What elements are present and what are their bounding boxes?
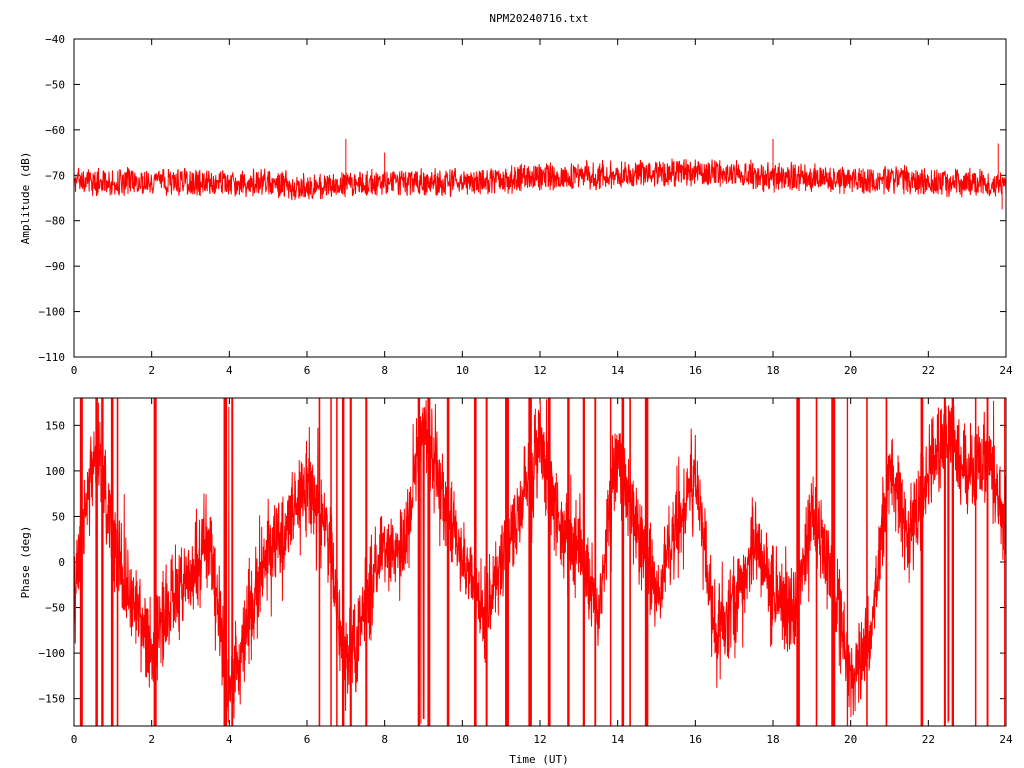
amplitude-y-tick-label: −40 (45, 33, 65, 46)
phase-wrap-bar (336, 398, 338, 726)
phase-wrap-bar (446, 398, 450, 726)
amplitude-x-tick-label: 10 (456, 364, 469, 377)
phase-wrap-bar (79, 398, 83, 726)
phase-series (74, 398, 1006, 726)
phase-x-tick-label: 14 (611, 733, 625, 746)
phase-x-tick-label: 0 (71, 733, 78, 746)
phase-wrap-bar (815, 398, 818, 726)
phase-wrap-bar (485, 398, 488, 726)
phase-wrap-bar (153, 398, 157, 726)
phase-wrap-bar (330, 398, 332, 726)
phase-wrap-bar (365, 398, 368, 726)
phase-y-tick-label: −150 (39, 693, 66, 706)
phase-x-tick-label: 12 (533, 733, 546, 746)
phase-line (74, 399, 1006, 724)
amplitude-x-tick-label: 6 (304, 364, 311, 377)
phase-wrap-bar (101, 398, 104, 726)
phase-wrap-bar (349, 398, 352, 726)
phase-x-tick-label: 22 (922, 733, 935, 746)
phase-wrap-bar (318, 398, 321, 726)
phase-x-tick-label: 20 (844, 733, 857, 746)
phase-wrap-bar (594, 398, 597, 726)
phase-wrap-bar (831, 398, 836, 726)
amplitude-y-tick-label: −110 (39, 351, 66, 364)
phase-y-tick-label: 50 (52, 510, 65, 523)
phase-y-tick-label: −50 (45, 602, 65, 615)
phase-wrap-bar (644, 398, 649, 726)
phase-wrap-bar (427, 398, 431, 726)
amplitude-line (73, 158, 1007, 201)
phase-wrap-bar (116, 398, 119, 726)
phase-x-tick-label: 8 (381, 733, 388, 746)
phase-wrap-bar (986, 398, 989, 726)
phase-x-tick-label: 24 (999, 733, 1013, 746)
phase-wrap-bar (943, 398, 946, 726)
phase-wrap-bar (866, 398, 868, 726)
phase-wrap-bar (629, 398, 631, 726)
amplitude-x-tick-label: 4 (226, 364, 233, 377)
phase-y-tick-label: 0 (58, 556, 65, 569)
amplitude-x-tick-label: 14 (611, 364, 625, 377)
amplitude-y-tick-label: −60 (45, 124, 65, 137)
phase-wrap-bar (885, 398, 888, 726)
phase-wrap-bar (1004, 398, 1006, 726)
phase-wrap-bar (223, 398, 228, 726)
phase-wrap-bar (582, 398, 585, 726)
phase-wrap-bar (528, 398, 532, 726)
phase-wrap-bar (920, 398, 924, 726)
phase-wrap-bar (547, 398, 551, 726)
amplitude-x-tick-label: 18 (766, 364, 779, 377)
amplitude-y-axis-label: Amplitude (dB) (19, 152, 32, 245)
amplitude-x-tick-label: 24 (999, 364, 1013, 377)
amplitude-y-tick-label: −90 (45, 260, 65, 273)
phase-x-tick-label: 2 (148, 733, 155, 746)
amplitude-y-tick-label: −50 (45, 78, 65, 91)
phase-wrap-bar (567, 398, 570, 726)
amplitude-x-tick-label: 20 (844, 364, 857, 377)
phase-wrap-bar (609, 398, 612, 726)
phase-x-tick-label: 18 (766, 733, 779, 746)
phase-wrap-bar (505, 398, 509, 726)
phase-wrap-bar (231, 398, 234, 726)
phase-x-tick-label: 4 (226, 733, 233, 746)
phase-wrap-bar (796, 398, 800, 726)
amplitude-y-tick-label: −80 (45, 215, 65, 228)
phase-x-tick-label: 10 (456, 733, 469, 746)
phase-wrap-bar (110, 398, 114, 726)
phase-y-tick-label: −100 (39, 647, 66, 660)
phase-y-tick-label: 100 (45, 465, 65, 478)
chart-title: NPM20240716.txt (489, 12, 588, 25)
amplitude-x-tick-label: 8 (381, 364, 388, 377)
phase-wrap-bar (225, 398, 227, 726)
amplitude-y-tick-label: −70 (45, 169, 65, 182)
phase-wrap-bar (621, 398, 625, 726)
amplitude-x-tick-label: 22 (922, 364, 935, 377)
amplitude-x-tick-label: 16 (689, 364, 702, 377)
amplitude-plot-frame (73, 38, 1007, 358)
phase-wrap-bar (846, 398, 849, 726)
phase-wrap-bar (95, 398, 98, 726)
phase-wrap-bar (417, 398, 421, 726)
phase-x-tick-label: 16 (689, 733, 702, 746)
amplitude-y-tick-label: −100 (39, 306, 66, 319)
amplitude-x-tick-label: 12 (533, 364, 546, 377)
phase-wrap-bar (341, 398, 345, 726)
phase-plot-frame (73, 397, 1007, 727)
amplitude-series (73, 138, 1007, 210)
phase-x-axis-label: Time (UT) (509, 753, 569, 766)
phase-y-axis-label: Phase (deg) (19, 526, 32, 599)
amplitude-x-tick-label: 0 (71, 364, 78, 377)
phase-wrap-bar (974, 398, 977, 726)
phase-wrap-bar (473, 398, 477, 726)
phase-y-tick-label: 150 (45, 419, 65, 432)
phase-x-tick-label: 6 (304, 733, 311, 746)
phase-wrap-bar (951, 398, 954, 726)
amplitude-x-tick-label: 2 (148, 364, 155, 377)
